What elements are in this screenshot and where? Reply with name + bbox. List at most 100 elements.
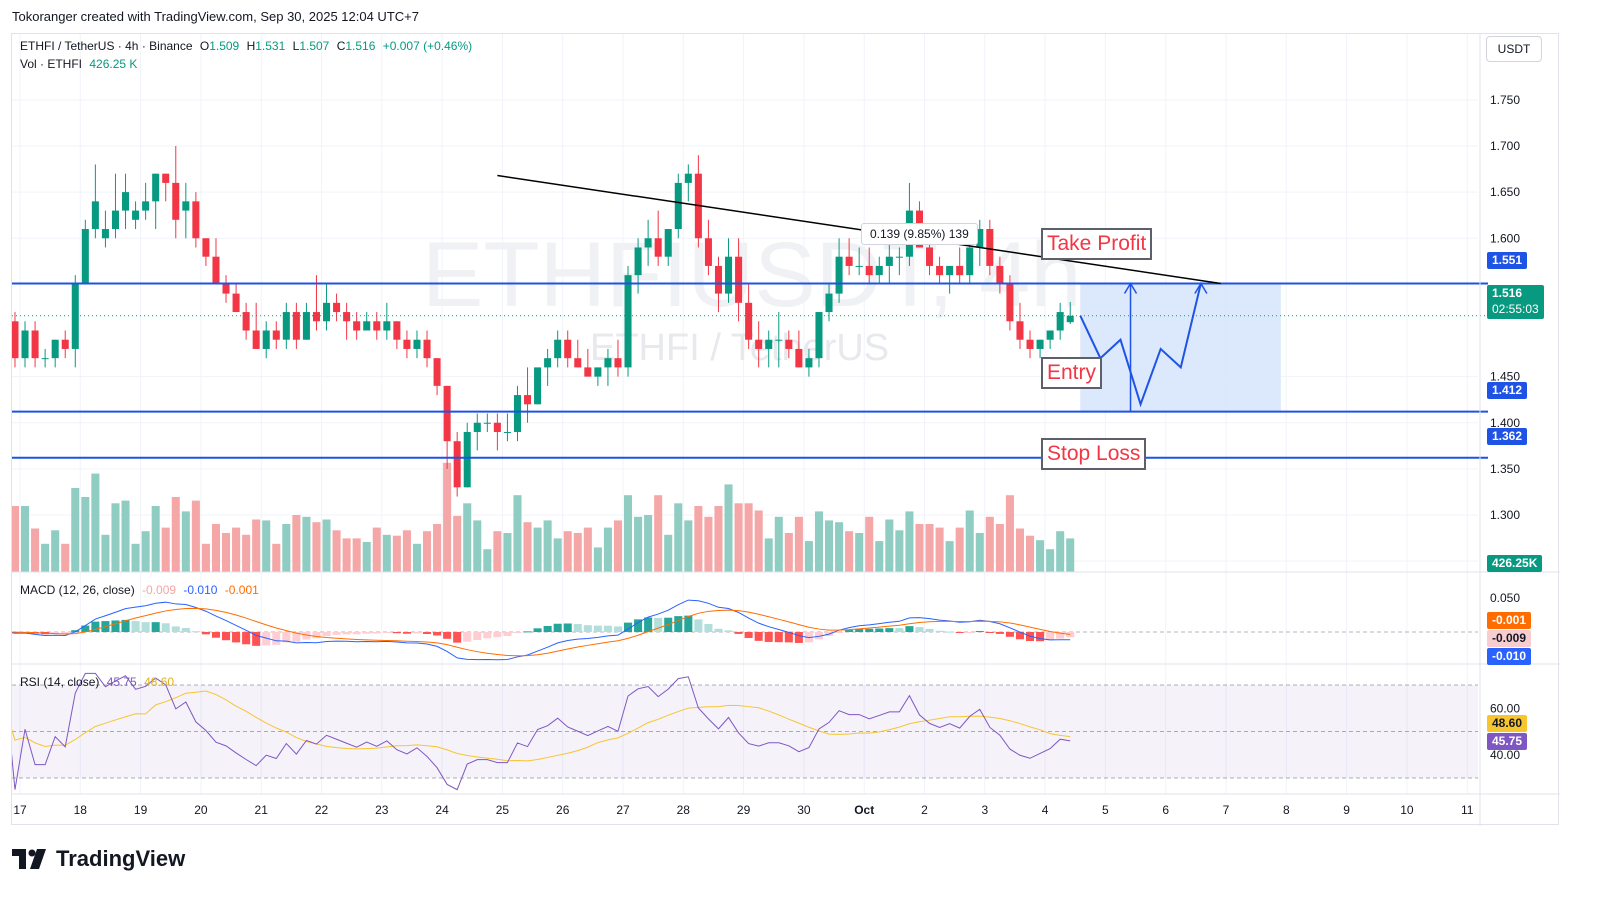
candle-body	[111, 210, 119, 230]
change-value: +0.007 (+0.46%)	[382, 39, 473, 53]
volume-bar	[322, 519, 331, 572]
macd-histogram-bar	[714, 628, 723, 632]
descending-trendline	[497, 174, 1221, 285]
macd-histogram-bar	[141, 622, 150, 632]
candle-body	[735, 256, 743, 303]
candle-body	[544, 358, 552, 368]
macd-histogram-bar	[131, 621, 140, 632]
macd-histogram-bar	[392, 632, 401, 634]
volume-bar	[1026, 535, 1035, 572]
candle-body	[996, 265, 1004, 285]
entry-price-tag: 1.412	[1487, 382, 1528, 399]
macd-hist-tag: -0.009	[1487, 630, 1532, 647]
volume-bar	[955, 527, 964, 572]
projection-box	[1080, 283, 1281, 412]
candle-body	[1046, 330, 1054, 340]
macd-histogram-bar	[634, 619, 643, 632]
macd-histogram-bar	[754, 632, 763, 641]
candle-body	[825, 293, 833, 313]
candle-body	[443, 385, 451, 442]
candle-body	[152, 173, 160, 202]
candle-body	[423, 339, 431, 359]
volume-bar	[754, 510, 763, 572]
macd-histogram-bar	[845, 630, 854, 632]
candle-body	[101, 229, 109, 239]
candle-body	[946, 265, 954, 276]
candle-body	[353, 321, 361, 331]
macd-histogram-bar	[955, 632, 964, 633]
volume-bar	[995, 524, 1004, 572]
macd-histogram-bar	[302, 632, 311, 640]
rsi-tick-label: 40.00	[1490, 748, 1520, 762]
volume-bar	[81, 497, 90, 572]
macd-histogram-bar	[985, 632, 994, 633]
volume-bar	[181, 511, 190, 572]
candle-body	[333, 302, 341, 313]
macd-histogram-bar	[91, 621, 100, 632]
macd-histogram-bar	[613, 626, 622, 632]
macd-histogram-bar	[684, 615, 693, 632]
macd-histogram-bar	[81, 625, 90, 632]
macd-histogram-bar	[563, 623, 572, 632]
take-profit-label[interactable]: Take Profit	[1041, 228, 1153, 260]
volume-bar	[804, 541, 813, 572]
entry-label[interactable]: Entry	[1041, 357, 1103, 389]
macd-histogram-bar	[855, 628, 864, 632]
close-label: C	[336, 39, 346, 53]
volume-bar	[714, 506, 723, 572]
volume-bar	[533, 527, 542, 572]
macd-histogram-bar	[51, 632, 60, 634]
macd-histogram-bar	[995, 632, 1004, 634]
candle-body	[885, 256, 893, 266]
candle-body	[674, 182, 682, 230]
macd-histogram-bar	[483, 632, 492, 639]
chart-frame[interactable]: ETHFIUSDT, 4h ETHFI / TetherUS 1.750 1.700…	[11, 33, 1560, 826]
candle-body	[202, 238, 210, 257]
price-tick-label: 1.400	[1490, 416, 1520, 430]
candle-body	[232, 293, 240, 313]
volume-bar	[613, 520, 622, 572]
volume-bar	[694, 506, 703, 572]
macd-histogram-bar	[222, 632, 231, 641]
volume-bar	[825, 520, 834, 572]
volume-bar	[674, 503, 683, 572]
candle-body	[323, 302, 331, 322]
volume-bar	[51, 530, 60, 572]
volume-bar	[302, 516, 311, 572]
candle-body	[282, 312, 290, 340]
candle-body	[815, 312, 823, 359]
candle-body	[775, 339, 783, 341]
candle-body	[142, 201, 150, 211]
stop-loss-label[interactable]: Stop Loss	[1041, 438, 1147, 470]
candle-body	[503, 431, 511, 433]
candle-body	[1056, 312, 1064, 331]
tradingview-logo[interactable]: TradingView	[12, 846, 185, 872]
rsi-ma-tag: 48.60	[1487, 715, 1528, 732]
volume-bar	[453, 515, 462, 572]
price-tick-label: 1.350	[1490, 462, 1520, 476]
volume-bar	[915, 524, 924, 572]
time-tick-label: 17	[13, 803, 27, 817]
volume-bar	[131, 543, 140, 572]
macd-histogram-bar	[865, 628, 874, 632]
volume-bar	[624, 495, 633, 572]
candle-body	[12, 321, 19, 359]
volume-bar	[392, 535, 401, 572]
candle-body	[212, 256, 220, 285]
candle-body	[835, 256, 843, 294]
rsi-legend: RSI (14, close) 45.75 48.60	[20, 675, 178, 689]
volume-bar	[774, 516, 783, 572]
volume-bar	[222, 533, 231, 572]
time-tick-label: 11	[1461, 803, 1474, 817]
candle-body	[463, 431, 471, 488]
candle-body	[513, 395, 521, 432]
currency-button[interactable]: USDT	[1486, 36, 1542, 62]
volume-bar	[945, 541, 954, 572]
volume-bar	[31, 528, 40, 572]
candle-body	[614, 358, 622, 368]
macd-histogram-bar	[624, 622, 633, 632]
volume-bar	[885, 519, 894, 572]
macd-histogram-bar	[412, 632, 421, 634]
macd-histogram-bar	[935, 630, 944, 632]
